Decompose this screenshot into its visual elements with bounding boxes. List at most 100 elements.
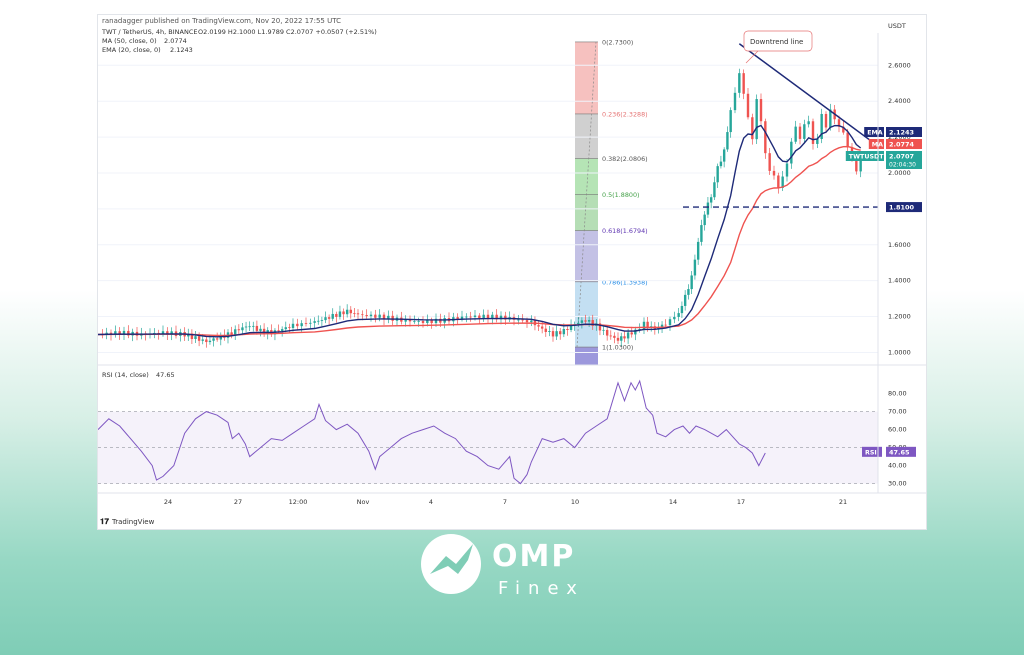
candle-body: [338, 311, 342, 317]
candle-body: [842, 126, 845, 133]
fib-level-label: 0(2.7300): [602, 38, 633, 46]
downtrend-callout[interactable]: [743, 30, 813, 52]
candle-body: [562, 329, 566, 335]
candle-body: [555, 331, 558, 337]
fib-level-label: 1(1.0300): [602, 344, 633, 352]
candle-body: [613, 335, 616, 338]
candle-body: [317, 320, 320, 322]
downtrend-line[interactable]: [738, 43, 879, 147]
candle-body: [374, 314, 377, 318]
rsi-tag-label-bg: [862, 446, 882, 457]
candle-body: [491, 314, 494, 319]
candle-body: [772, 170, 776, 176]
candle-body: [777, 175, 780, 188]
candle-body: [591, 320, 594, 326]
candle-body: [244, 326, 248, 328]
candle-body: [208, 340, 212, 343]
candle-body: [296, 323, 299, 327]
fib-band: [575, 113, 598, 159]
fib-band: [575, 230, 598, 282]
candle-body: [785, 163, 789, 177]
tradingview-logo[interactable]: 𝟏𝟕 TradingView: [100, 517, 155, 526]
rsi-tick-label: 80.00: [888, 390, 907, 398]
candle-body: [837, 119, 841, 127]
candle-body: [726, 132, 729, 150]
candle-body: [473, 315, 477, 318]
candle-body: [417, 320, 420, 322]
candle-body: [291, 323, 295, 328]
price-tag-label-bg: [868, 139, 884, 149]
x-tick-label: Nov: [357, 498, 370, 506]
candle-body: [469, 316, 472, 318]
candle-body: [413, 321, 416, 323]
candle-body: [630, 332, 633, 335]
candle-body: [421, 320, 425, 324]
candle-body: [353, 313, 356, 315]
x-tick-label: 17: [737, 498, 745, 506]
x-tick-label: 12:00: [289, 498, 308, 506]
price-chart[interactable]: ranadagger published on TradingView.com,…: [97, 15, 926, 529]
candle-body: [855, 156, 858, 172]
candle-body: [764, 121, 767, 154]
candle-body: [790, 141, 793, 164]
candle-body: [807, 121, 810, 125]
candle-body: [230, 332, 233, 335]
candle-body: [277, 330, 280, 332]
candle-body: [300, 323, 303, 327]
price-tag-value-bg: [886, 139, 922, 149]
candle-body: [234, 329, 237, 335]
rsi-tick-label: 60.00: [888, 426, 907, 434]
price-tag-value: 1.8100: [889, 204, 915, 212]
candle-body: [525, 320, 529, 323]
publisher-text: ranadagger published on TradingView.com,…: [102, 17, 341, 25]
candle-body: [696, 241, 700, 260]
candle-body: [716, 166, 719, 183]
candle-body: [664, 324, 667, 326]
candle-body: [378, 314, 381, 318]
candle-body: [331, 313, 334, 319]
fib-band: [575, 158, 598, 195]
rsi-tag-value: 47.65: [889, 448, 910, 456]
candle-body: [387, 315, 390, 320]
fib-level-label: 0.5(1.8800): [602, 191, 640, 199]
candle-body: [408, 319, 412, 322]
price-tag-label: TWTUSDT: [849, 154, 884, 161]
candle-body: [127, 330, 130, 336]
candle-body: [846, 132, 849, 148]
candle-body: [798, 126, 802, 139]
candle-body: [569, 325, 573, 331]
candle-body: [248, 326, 251, 328]
fib-band: [575, 194, 598, 231]
candle-body: [580, 320, 584, 323]
candle-body: [215, 338, 219, 340]
candle-body: [733, 92, 737, 111]
candle-body: [345, 309, 349, 315]
candle-body: [499, 315, 503, 320]
candle-body: [713, 182, 716, 198]
candle-body: [391, 315, 394, 321]
candle-body: [759, 99, 763, 122]
annotations[interactable]: Downtrend line: [683, 30, 879, 208]
candle-body: [551, 331, 555, 337]
candle-body: [161, 331, 165, 335]
price-grid: [98, 64, 878, 353]
ohlc-line: O2.0199 H2.1000 L1.9789 C2.0707 +0.0507 …: [198, 28, 377, 36]
candle-body: [677, 313, 680, 317]
candle-body: [544, 328, 547, 332]
candle-body: [660, 324, 664, 328]
tradingview-icon: 𝟏𝟕: [100, 517, 109, 526]
candle-body: [335, 313, 338, 317]
candle-body: [324, 317, 327, 321]
candle-body: [504, 315, 507, 320]
candle-body: [746, 93, 750, 118]
candle-body: [598, 323, 602, 331]
fibonacci-retracement[interactable]: 0(2.7300) 0.236(2.3288) 0.382(2.0806) 0.5(1…: [575, 38, 648, 365]
candle-body: [517, 319, 520, 321]
candle-body: [642, 321, 646, 329]
y-tick-label: 2.6000: [888, 61, 911, 69]
candle-body: [259, 328, 262, 331]
y-tick-label: 1.4000: [888, 277, 911, 285]
omp-finex-logo: OMP Finex: [418, 530, 608, 602]
rsi-label: RSI (14, close): [102, 371, 149, 379]
candle-body: [521, 319, 524, 321]
